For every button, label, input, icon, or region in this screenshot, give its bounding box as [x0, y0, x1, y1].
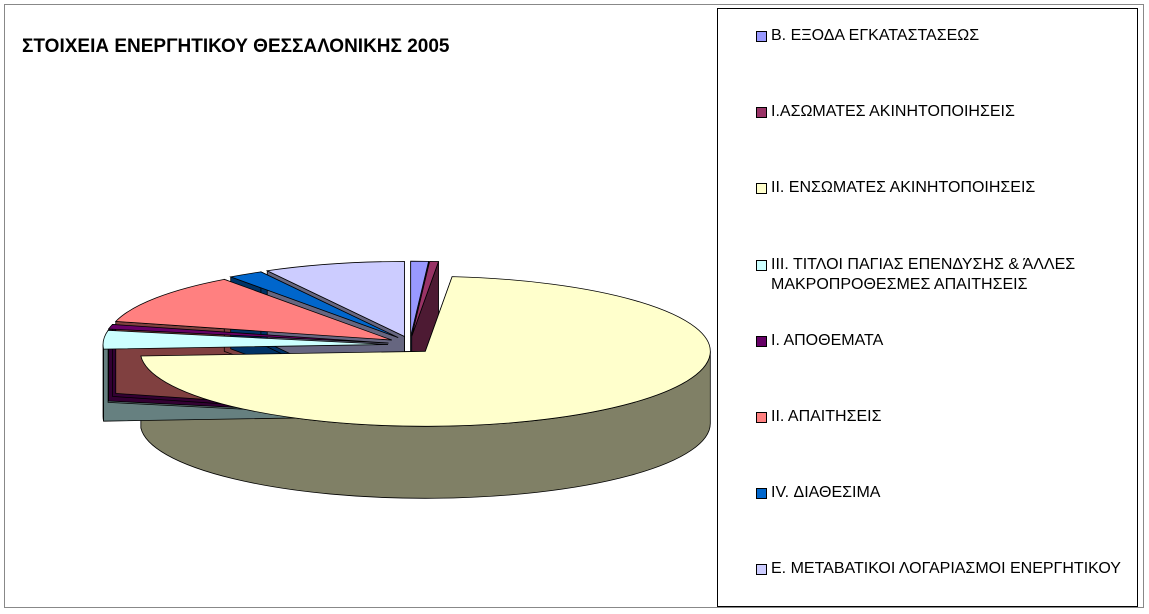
legend-label: ΙΙ. ΑΠΑΙΤΗΣΕΙΣ	[771, 408, 882, 425]
slice	[102, 329, 389, 350]
legend-label: ΙΙΙ. ΤΙΤΛΟΙ ΠΑΓΙΑΣ ΕΠΕΝΔΥΣΗΣ & ΆΛΛΕΣ ΜΑΚ…	[771, 255, 1076, 293]
legend-swatch	[756, 107, 767, 119]
slice	[411, 260, 440, 337]
slice	[229, 271, 399, 338]
legend-swatch	[756, 259, 767, 271]
legend-swatch	[756, 564, 767, 576]
legend-swatch	[756, 488, 767, 500]
legend-swatch	[756, 335, 767, 347]
tops	[102, 260, 711, 427]
slice	[410, 260, 430, 337]
legend-label: Ε. ΜΕΤΑΒΑΤΙΚΟΙ ΛΟΓΑΡΙΑΣΜΟΙ ΕΝΕΡΓΗΤΙΚΟΥ	[771, 560, 1121, 578]
slice-wall	[102, 344, 105, 422]
legend-swatch	[756, 183, 767, 195]
legend-swatch	[756, 31, 767, 42]
legend-label: IV. ΔΙΑΘΕΣΙΜΑ	[771, 484, 881, 502]
chart-border	[4, 4, 1144, 608]
legend-swatch	[756, 412, 767, 423]
chart-title: ΣΤΟΙΧΕΙΑ ΕΝΕΡΓΗΤΙΚΟΥ ΘΕΣΣΑΛΟΝΙΚΗΣ 2005	[22, 36, 450, 57]
slice	[265, 261, 405, 338]
pie-area	[102, 260, 711, 499]
legend-label: ΙΙ. ΕΝΣΩΜΑΤΕΣ ΑΚΙΝΗΤΟΠΟΙΗΣΕΙΣ	[771, 179, 1036, 197]
legend-label: Ι. ΑΠΟΘΕΜΑΤΑ	[771, 331, 884, 349]
legend-label: Ι.ΑΣΩΜΑΤΕΣ ΑΚΙΝΗΤΟΠΟΙΗΣΕΙΣ	[771, 103, 1015, 121]
legend-label: Β. ΕΞΟΔΑ ΕΓΚΑΤΑΣΤΑΣΕΩΣ	[771, 27, 980, 44]
legend: Β. ΕΞΟΔΑ ΕΓΚΑΤΑΣΤΑΣΕΩΣ Ι.ΑΣΩΜΑΤΕΣ ΑΚΙΝΗΤΟ…	[717, 8, 1138, 607]
slice	[140, 276, 711, 427]
slice	[107, 324, 389, 344]
slice	[114, 278, 392, 341]
